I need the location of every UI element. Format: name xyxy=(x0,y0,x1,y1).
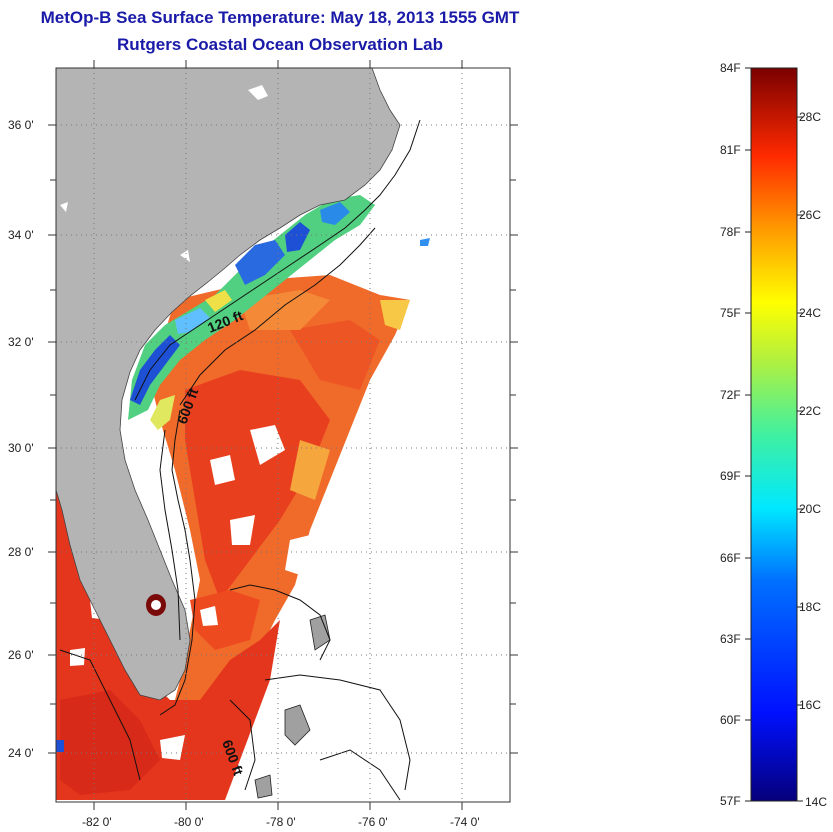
map-panel: 120 ft 600 ft 600 ft xyxy=(56,68,510,802)
map-frame xyxy=(55,67,511,803)
lon-label: -78 0' xyxy=(266,815,296,829)
lat-label: 36 0' xyxy=(8,118,34,132)
colorbar-label-f: 75F xyxy=(720,306,741,320)
lon-label: -82 0' xyxy=(82,815,112,829)
colorbar-label-f: 69F xyxy=(720,469,741,483)
colorbar-label-c: 14C xyxy=(805,795,827,809)
lat-label: 32 0' xyxy=(8,335,34,349)
colorbar-label-f: 63F xyxy=(720,632,741,646)
lon-label: -80 0' xyxy=(174,815,204,829)
tick-marks xyxy=(48,60,518,810)
longitude-labels: -82 0' -80 0' -78 0' -76 0' -74 0' xyxy=(82,815,480,829)
colorbar-label-f: 66F xyxy=(720,551,741,565)
lat-label: 30 0' xyxy=(8,441,34,455)
colorbar-label-f: 84F xyxy=(720,61,741,75)
cold-coastal-band xyxy=(128,195,430,430)
lat-label: 28 0' xyxy=(8,545,34,559)
colorbar-label-c: 28C xyxy=(799,110,821,124)
colorbar-label-c: 22C xyxy=(799,404,821,418)
colorbar-label-c: 16C xyxy=(799,698,821,712)
lat-label: 34 0' xyxy=(8,228,34,242)
colorbar-label-f: 72F xyxy=(720,388,741,402)
lat-label: 24 0' xyxy=(8,746,34,760)
colorbar-label-f: 60F xyxy=(720,713,741,727)
land-mass xyxy=(56,68,401,701)
bahamas-islands xyxy=(254,614,331,799)
lon-label: -76 0' xyxy=(358,815,388,829)
colorbar-label-f: 78F xyxy=(720,225,741,239)
colorbar-label-f: 81F xyxy=(720,143,741,157)
lat-label: 26 0' xyxy=(8,648,34,662)
colorbar-label-c: 26C xyxy=(799,208,821,222)
map-title: MetOp-B Sea Surface Temperature: May 18,… xyxy=(40,8,520,27)
bathymetry-contours xyxy=(59,119,421,801)
lon-label: -74 0' xyxy=(450,815,480,829)
gulf-warm-region xyxy=(56,490,280,800)
colorbar-celsius-labels: 28C 26C 24C 22C 20C 18C 16C 14C xyxy=(799,110,827,809)
warm-sst-region xyxy=(150,275,410,800)
graticule xyxy=(56,68,510,802)
colorbar-label-f: 57F xyxy=(720,794,741,808)
colorbar-fahrenheit-labels: 84F 81F 78F 75F 72F 69F 66F 63F 60F 57F xyxy=(720,61,741,808)
colorbar-label-c: 18C xyxy=(799,600,821,614)
temperature-colorbar: 84F 81F 78F 75F 72F 69F 66F 63F 60F 57F … xyxy=(720,61,827,809)
map-subtitle: Rutgers Coastal Ocean Observation Lab xyxy=(117,35,443,54)
latitude-labels: 36 0' 34 0' 32 0' 30 0' 28 0' 26 0' 24 0… xyxy=(8,118,34,760)
colorbar-label-c: 24C xyxy=(799,306,821,320)
colorbar-label-c: 20C xyxy=(799,502,821,516)
